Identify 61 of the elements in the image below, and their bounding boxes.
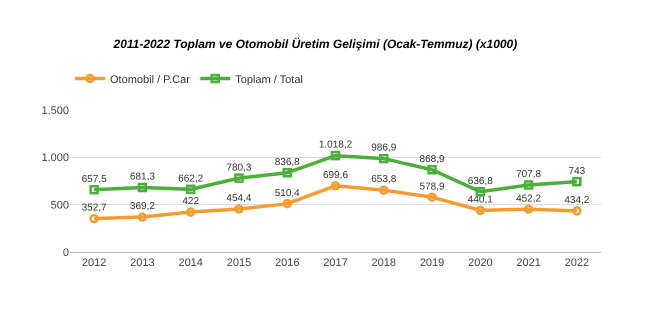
point: [186, 207, 196, 217]
point: [186, 184, 196, 194]
y-tick-label: 0: [62, 246, 69, 259]
data-label: 434,2: [564, 195, 590, 206]
data-label: 653,8: [371, 174, 397, 186]
data-label: 836,8: [274, 156, 300, 168]
point: [572, 206, 582, 216]
data-label: 868,9: [420, 154, 445, 165]
data-label: 352,7: [82, 202, 108, 214]
data-label: 681,3: [130, 172, 156, 183]
y-tick-label: 500: [50, 200, 69, 212]
y-tick-label: 1.500: [41, 104, 69, 117]
point: [476, 206, 486, 216]
x-tick-label: 2015: [226, 257, 252, 270]
data-label: 707,8: [516, 169, 542, 180]
x-tick-label: 2022: [564, 257, 590, 270]
point: [282, 168, 292, 178]
point: [89, 214, 99, 224]
legend-label: Toplam / Total: [235, 74, 303, 86]
chart-title: 2011-2022 Toplam ve Otomobil Üretim Gelişimi (Ocak-Temmuz) (x1000): [112, 36, 518, 51]
point: [427, 164, 437, 174]
data-label: 636,8: [468, 176, 494, 187]
x-tick-label: 2014: [178, 257, 203, 270]
point: [234, 173, 244, 183]
point: [330, 181, 340, 191]
point: [330, 150, 340, 160]
x-tick-label: 2019: [420, 257, 444, 270]
point: [282, 198, 292, 208]
point: [427, 192, 437, 202]
data-label: 454,4: [226, 193, 252, 204]
data-label: 662,2: [178, 173, 204, 184]
point: [379, 154, 389, 164]
point: [138, 212, 148, 222]
data-label: 743: [568, 166, 586, 177]
point: [476, 186, 486, 196]
x-tick-label: 2017: [323, 257, 348, 270]
legend-label: Otomobil / P.Car: [110, 74, 190, 86]
data-label: 1.018,2: [318, 140, 353, 151]
point: [379, 185, 389, 195]
x-tick-label: 2021: [516, 257, 541, 270]
x-tick-label: 2016: [274, 257, 300, 270]
data-label: 422: [182, 196, 200, 208]
data-label: 699,6: [322, 170, 348, 181]
point: [524, 204, 534, 214]
y-tick-label: 1.000: [41, 152, 69, 164]
x-tick-label: 2020: [468, 257, 493, 270]
point: [138, 182, 148, 192]
x-tick-label: 2012: [82, 257, 106, 270]
point: [572, 176, 582, 186]
data-label: 452,2: [516, 193, 542, 204]
data-label: 986,9: [371, 142, 397, 154]
point: [89, 185, 99, 195]
data-label: 510,4: [274, 188, 300, 199]
point: [234, 204, 244, 214]
data-label: 780,3: [226, 162, 252, 174]
data-label: 578,9: [420, 181, 445, 192]
x-tick-label: 2018: [372, 257, 396, 270]
x-tick-label: 2013: [130, 257, 155, 270]
data-label: 657,5: [82, 174, 108, 185]
point: [524, 180, 534, 190]
data-label: 369,2: [130, 201, 156, 212]
